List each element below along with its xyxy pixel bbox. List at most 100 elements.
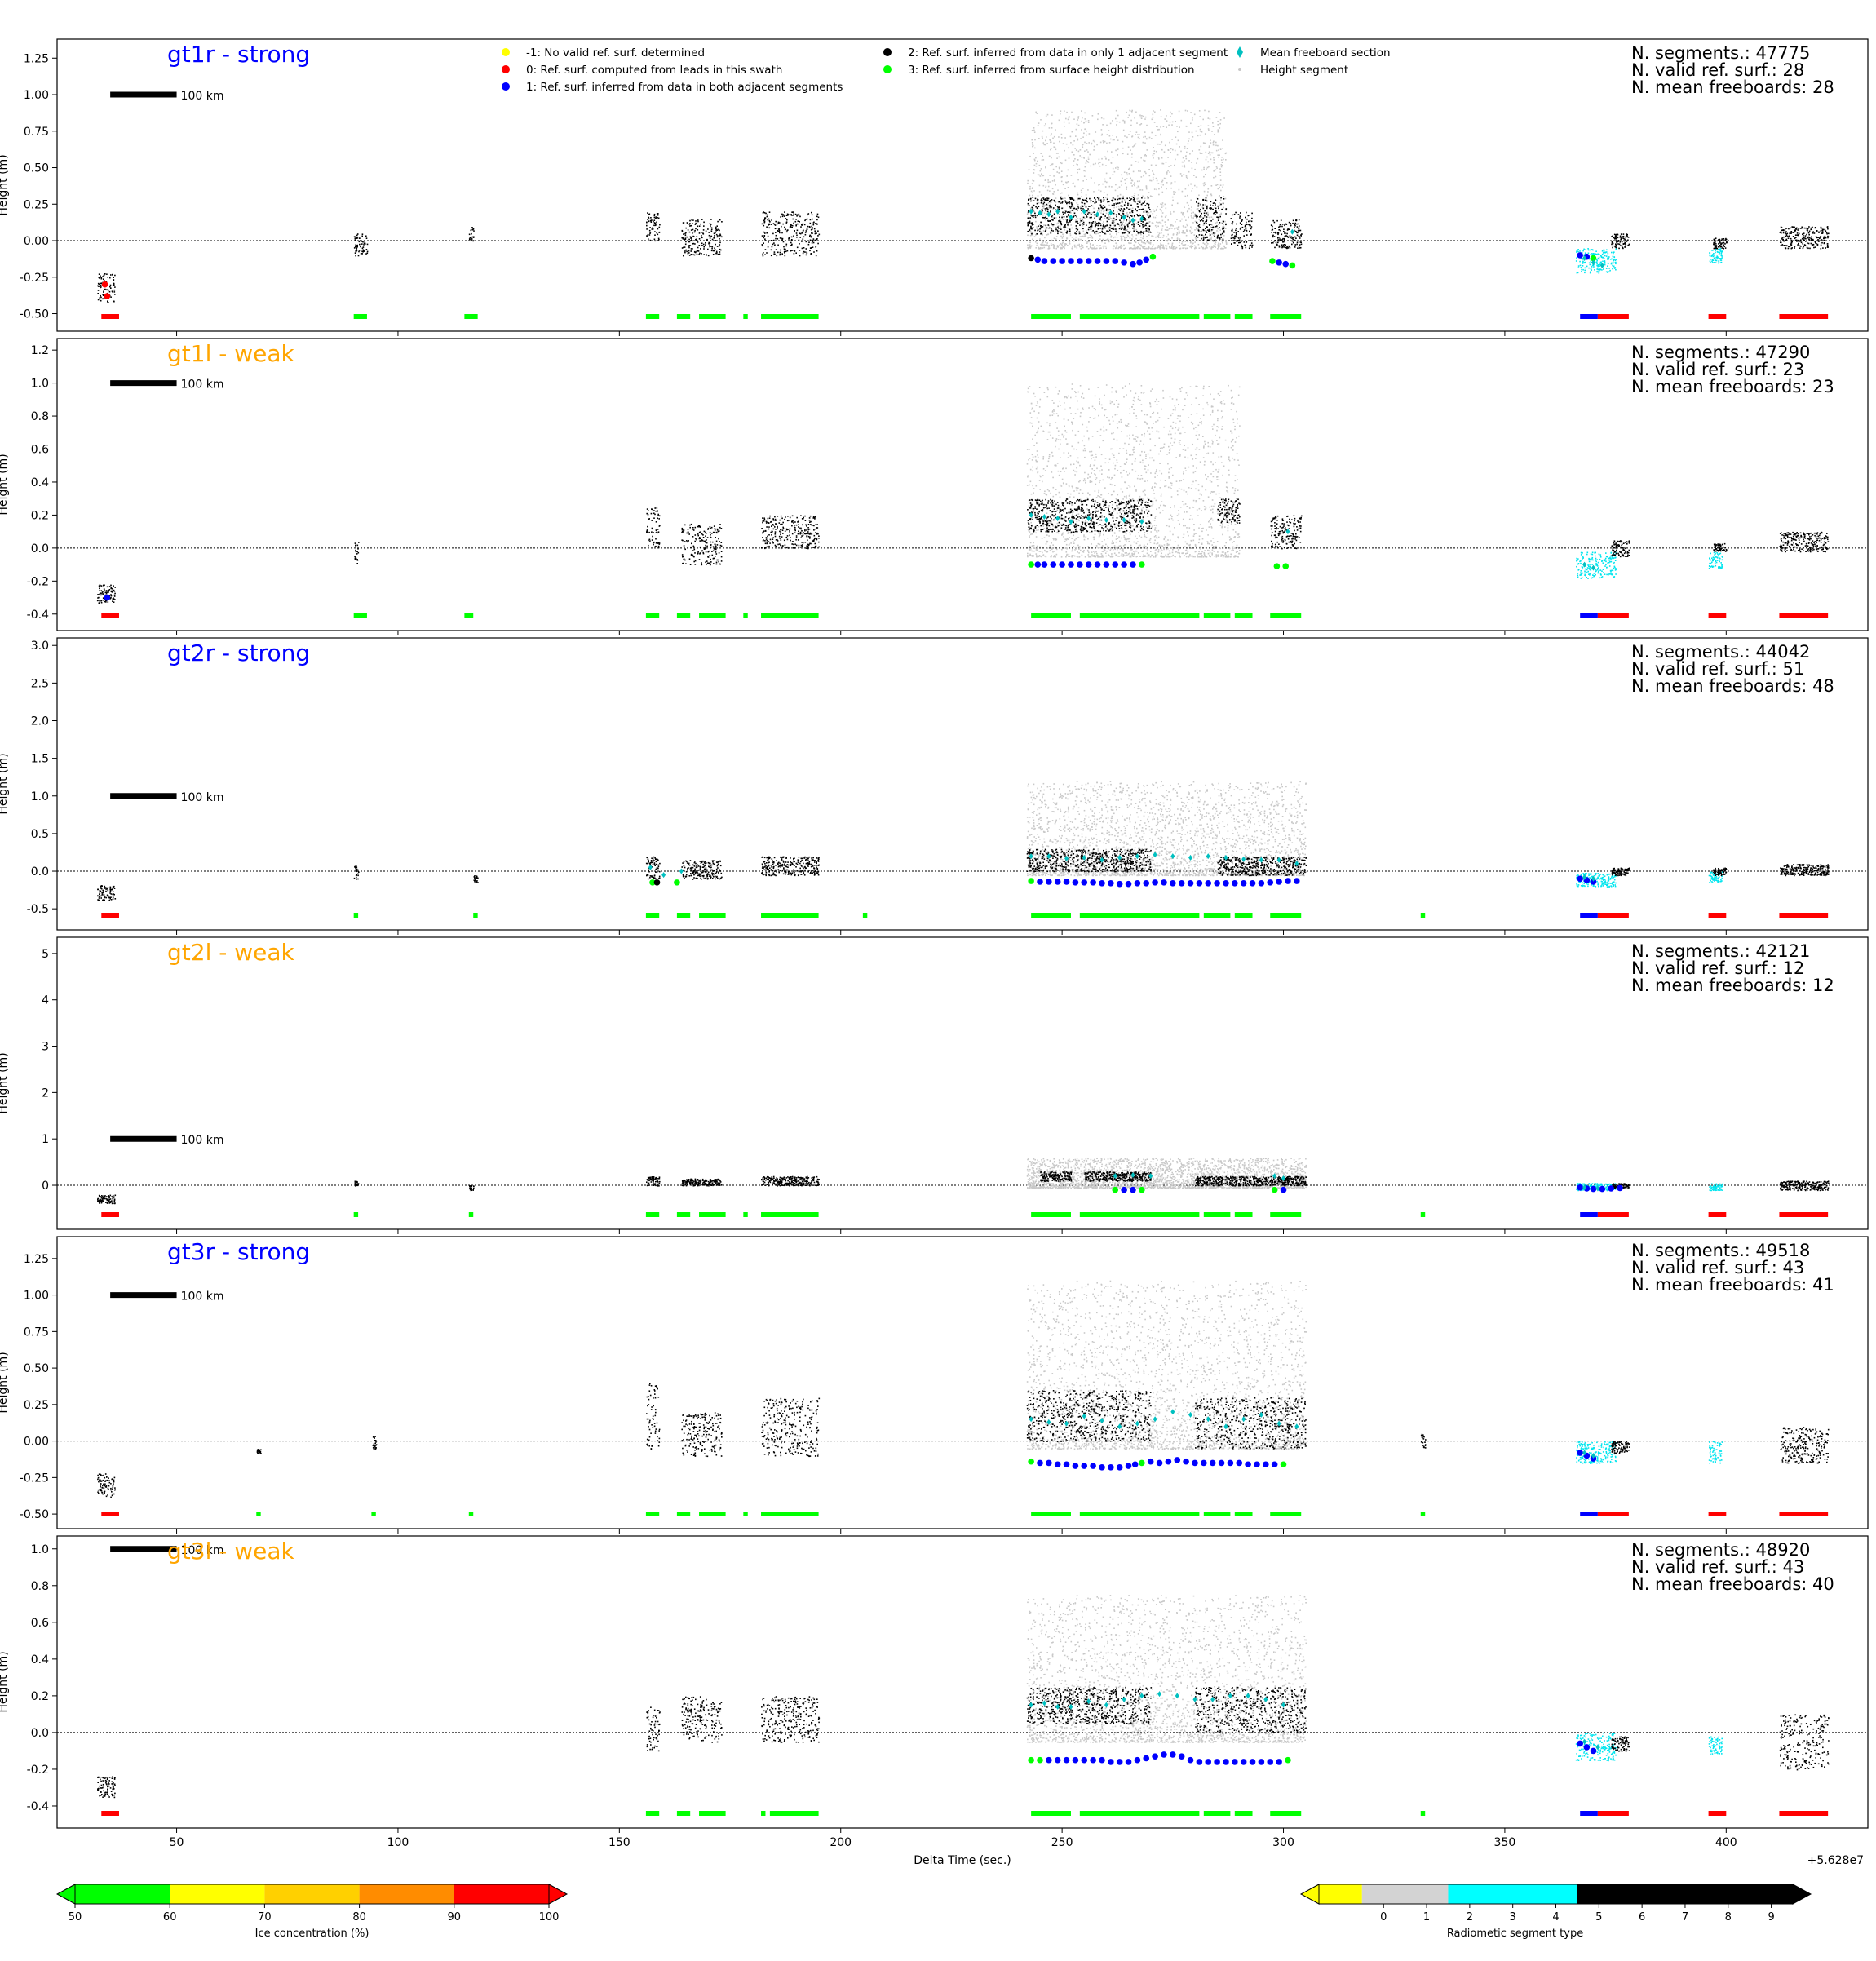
height-segment <box>791 237 793 238</box>
height-segment <box>1158 537 1160 538</box>
height-segment <box>783 241 785 243</box>
height-segment <box>1615 246 1617 248</box>
height-segment <box>1201 238 1202 240</box>
height-segment <box>1799 233 1800 235</box>
height-segment <box>1220 148 1222 150</box>
height-segment <box>1184 547 1186 548</box>
height-segment <box>1127 214 1129 215</box>
height-segment <box>1177 490 1179 492</box>
height-segment <box>1215 554 1217 556</box>
height-segment <box>766 232 768 234</box>
height-segment <box>1120 194 1122 196</box>
height-segment <box>1231 240 1232 241</box>
height-segment <box>1220 171 1222 173</box>
height-segment <box>1123 245 1125 246</box>
height-segment <box>1783 245 1785 246</box>
height-segment <box>1116 124 1117 126</box>
height-segment <box>1127 117 1129 118</box>
height-segment <box>1293 242 1294 244</box>
height-segment <box>1185 244 1187 246</box>
height-segment <box>1219 195 1220 197</box>
height-segment <box>1136 131 1138 133</box>
height-segment <box>1715 242 1716 244</box>
height-segment <box>1129 495 1130 497</box>
height-segment <box>1087 538 1089 540</box>
height-segment <box>1204 191 1206 193</box>
height-segment <box>1121 421 1122 423</box>
height-segment <box>1196 201 1197 203</box>
height-segment <box>1598 269 1599 271</box>
height-segment <box>1172 149 1174 151</box>
height-segment <box>1076 229 1077 231</box>
height-segment <box>1184 457 1186 458</box>
height-segment <box>1055 166 1057 168</box>
height-segment <box>1083 231 1085 232</box>
height-segment <box>1596 262 1598 263</box>
height-segment <box>1122 201 1123 202</box>
height-segment <box>114 286 116 288</box>
height-segment <box>1089 198 1091 200</box>
height-segment <box>1613 243 1614 245</box>
height-segment <box>1154 122 1156 123</box>
height-segment <box>1049 208 1051 210</box>
height-segment <box>1223 239 1224 241</box>
height-segment <box>1075 219 1077 221</box>
height-segment <box>1245 225 1246 227</box>
height-segment <box>1049 190 1051 192</box>
height-segment <box>1034 165 1036 166</box>
height-segment <box>1101 135 1103 136</box>
height-segment <box>709 245 710 246</box>
height-segment <box>1232 229 1233 231</box>
height-segment <box>1056 157 1058 159</box>
height-segment <box>1201 246 1202 248</box>
height-segment <box>1122 246 1123 247</box>
height-segment <box>1213 546 1215 547</box>
height-segment <box>1205 174 1206 175</box>
height-segment <box>1204 464 1206 466</box>
height-segment <box>1200 129 1201 131</box>
height-segment <box>1086 246 1088 248</box>
height-segment <box>1612 265 1613 267</box>
height-segment <box>1060 219 1061 221</box>
height-segment <box>367 253 369 255</box>
height-segment <box>1081 220 1082 222</box>
height-segment <box>473 237 475 238</box>
height-segment <box>103 294 104 296</box>
height-segment <box>1723 242 1725 244</box>
height-segment <box>1625 240 1626 241</box>
height-segment <box>1213 476 1215 478</box>
height-segment <box>1091 245 1092 246</box>
height-segment <box>1188 131 1190 133</box>
height-segment <box>1047 547 1049 549</box>
height-segment <box>1582 263 1584 264</box>
height-segment <box>1203 239 1205 241</box>
height-segment <box>1101 454 1103 456</box>
height-segment <box>1163 235 1165 237</box>
height-segment <box>1147 214 1148 215</box>
height-segment <box>1232 550 1234 551</box>
height-segment <box>1092 115 1094 117</box>
height-segment <box>1032 471 1033 472</box>
height-segment <box>1027 180 1029 182</box>
height-segment <box>1119 448 1121 449</box>
height-segment <box>1106 240 1108 241</box>
height-segment <box>1166 485 1167 487</box>
height-segment <box>1139 138 1140 139</box>
height-segment <box>367 244 369 246</box>
height-segment <box>1124 199 1126 201</box>
height-segment <box>1108 477 1110 479</box>
height-segment <box>1101 241 1103 243</box>
height-segment <box>1134 117 1135 119</box>
height-segment <box>1080 416 1082 418</box>
height-segment <box>1104 192 1105 193</box>
height-segment <box>114 291 116 293</box>
height-segment <box>1086 242 1088 244</box>
height-segment <box>795 224 797 226</box>
height-segment <box>1146 223 1148 224</box>
height-segment <box>1599 272 1600 274</box>
height-segment <box>709 235 710 237</box>
height-segment <box>1135 112 1137 113</box>
height-segment <box>1201 170 1203 171</box>
height-segment <box>1123 545 1125 547</box>
